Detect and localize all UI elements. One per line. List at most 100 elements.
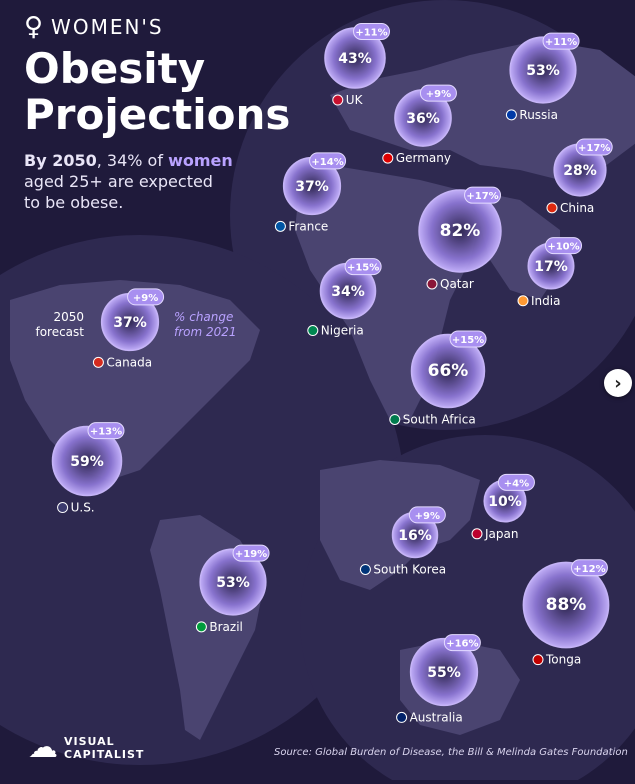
forecast-label-qatar: 82% (440, 221, 481, 241)
bubble-circle-south-africa (410, 333, 486, 409)
change-badge-south-korea (408, 506, 446, 524)
country-label-russia: Russia (519, 108, 558, 122)
change-label-japan: +4% (504, 478, 529, 489)
change-badge-canada (127, 288, 165, 306)
forecast-label-uk: 43% (338, 51, 372, 67)
change-label-nigeria: +15% (347, 263, 379, 274)
bubble-canada: 37% +9% Canada (92, 288, 165, 369)
flag-icon-japan (471, 528, 483, 540)
flag-icon-germany (382, 152, 394, 164)
change-label-australia: +16% (446, 639, 478, 650)
bubble-tonga: 88% +12% Tonga (522, 559, 610, 667)
visual-capitalist-logo-icon: ☁ (28, 730, 58, 765)
flag-icon-south-africa (389, 413, 401, 425)
flag-icon-tonga (532, 654, 544, 666)
bubble-circle-russia (509, 36, 577, 104)
subtitle-bold: By 2050 (24, 151, 97, 170)
page-title: Obesity Projections (24, 46, 290, 138)
title-line-1: Obesity (24, 44, 206, 93)
forecast-label-china: 28% (563, 163, 597, 179)
bubble-nigeria: 34% +15% Nigeria (307, 258, 382, 338)
forecast-label-canada: 37% (113, 315, 147, 331)
country-label-u-s: U.S. (71, 501, 95, 515)
change-label-uk: +11% (355, 27, 387, 38)
forecast-label-brazil: 53% (216, 575, 250, 591)
forecast-label-nigeria: 34% (331, 284, 365, 300)
bubble-france: 37% +14% France (274, 152, 347, 233)
change-label-u-s: +13% (90, 427, 122, 438)
change-badge-u-s (87, 422, 125, 440)
change-badge-qatar (464, 186, 502, 204)
country-label-uk: UK (346, 93, 364, 107)
flag-icon-south-korea (359, 563, 371, 575)
flag-icon-nigeria (307, 325, 319, 337)
change-label-russia: +11% (545, 37, 577, 48)
forecast-label-india: 17% (534, 259, 568, 275)
change-badge-china (575, 138, 613, 156)
change-label-tonga: +12% (573, 564, 605, 575)
bubble-circle-australia (409, 637, 479, 707)
legend-forecast-label: 2050 forecast (35, 310, 84, 339)
bubble-australia: 55% +16% Australia (396, 634, 481, 724)
bubble-circle-brazil (199, 548, 267, 616)
flag-icon-canada (92, 356, 104, 368)
subtitle-part-3: to be obese. (24, 193, 124, 212)
bubble-china: 28% +17% China (546, 138, 613, 215)
bubble-south-korea: 16% +9% South Korea (359, 506, 446, 576)
change-badge-russia (542, 32, 580, 50)
subtitle-highlight: women (168, 151, 233, 170)
change-label-france: +14% (311, 157, 343, 168)
forecast-label-u-s: 59% (70, 454, 104, 470)
change-label-qatar: +17% (466, 191, 498, 202)
bubble-uk: 43% +11% UK (324, 22, 391, 107)
flag-icon-russia (505, 109, 517, 121)
bubble-russia: 53% +11% Russia (505, 32, 580, 122)
country-label-germany: Germany (396, 151, 451, 165)
change-badge-tonga (570, 559, 608, 577)
legend-change-label: % change from 2021 (174, 310, 237, 339)
forecast-label-south-korea: 16% (398, 528, 432, 544)
change-badge-uk (353, 22, 391, 40)
change-badge-germany (419, 84, 457, 102)
country-label-south-korea: South Korea (373, 562, 446, 576)
bubble-india: 17% +10% India (517, 237, 583, 308)
change-badge-france (309, 152, 347, 170)
country-label-tonga: Tonga (545, 653, 581, 667)
change-label-india: +10% (547, 242, 579, 253)
change-label-canada: +9% (133, 293, 158, 304)
forecast-label-france: 37% (295, 179, 329, 195)
country-label-qatar: Qatar (440, 277, 474, 291)
bubble-qatar: 82% +17% Qatar (418, 186, 502, 291)
change-badge-brazil (232, 544, 270, 562)
country-label-japan: Japan (484, 527, 518, 541)
bubble-germany: 36% +9% Germany (382, 84, 457, 165)
country-label-india: India (531, 294, 560, 308)
bubble-layer: 43% +11% UK 53% +11% Russia 36% +9% Germany 37% +1… (51, 22, 613, 724)
next-slide-button[interactable]: › (604, 369, 632, 397)
country-label-australia: Australia (410, 710, 463, 724)
brand-line-1: VISUAL (64, 734, 115, 748)
change-badge-japan (497, 473, 535, 491)
bubble-circle-u-s (51, 425, 123, 497)
flag-icon-u-s (57, 502, 69, 514)
bubble-brazil: 53% +19% Brazil (195, 544, 270, 634)
forecast-label-australia: 55% (427, 665, 461, 681)
brand-line-2: CAPITALIST (64, 747, 145, 761)
country-label-nigeria: Nigeria (321, 324, 364, 338)
flag-icon-france (274, 220, 286, 232)
forecast-label-south-africa: 66% (428, 361, 469, 381)
change-label-south-korea: +9% (415, 511, 440, 522)
country-label-france: France (288, 219, 328, 233)
flag-icon-brazil (195, 621, 207, 633)
flag-icon-india (517, 295, 529, 307)
source-note: Source: Global Burden of Disease, the Bi… (274, 747, 628, 758)
forecast-label-japan: 10% (488, 494, 522, 510)
bubble-japan: 10% +4% Japan (471, 473, 535, 541)
change-label-south-africa: +15% (452, 335, 484, 346)
title-block: ♀ WOMEN'S Obesity Projections By 2050, 3… (24, 14, 290, 213)
flag-icon-australia (396, 711, 408, 723)
bubble-circle-qatar (418, 189, 502, 273)
forecast-label-tonga: 88% (546, 595, 587, 615)
